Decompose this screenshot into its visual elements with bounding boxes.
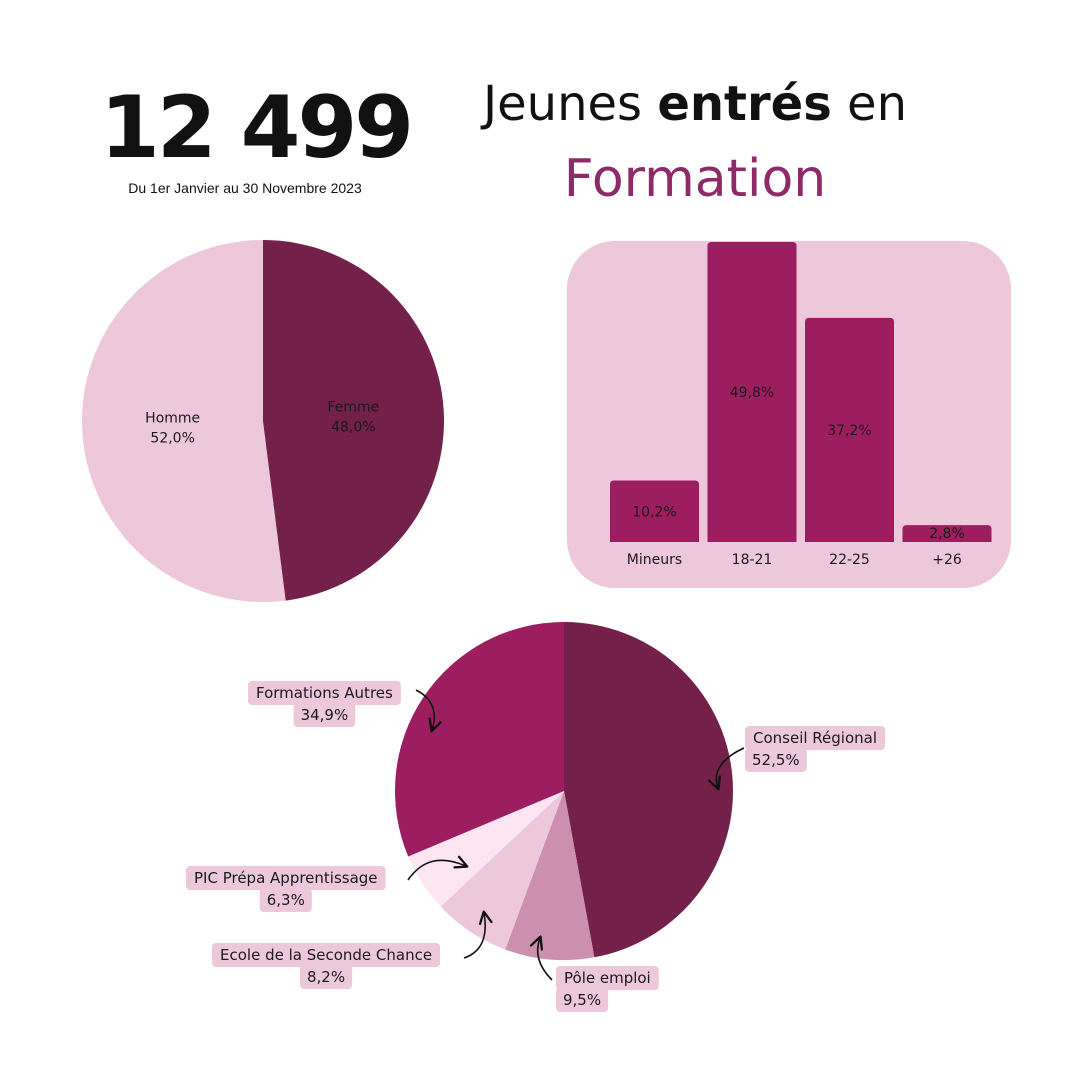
age-value-26: 2,8% — [929, 526, 965, 542]
age-category-22-25: 22-25 — [829, 552, 870, 568]
headline-post: en — [831, 76, 907, 132]
funding-tag-value-bg-formations-autres — [293, 703, 356, 727]
gender-label-homme: Homme — [145, 411, 200, 427]
age-category-mineurs: Mineurs — [627, 552, 682, 568]
funding-label-conseil-regional: Conseil Régional — [753, 729, 877, 747]
funding-tag-value-bg-pic-prepa-apprentissage — [259, 888, 312, 912]
funding-arrow-pole-emploi — [529, 935, 553, 981]
funding-tag-formations-autres — [248, 681, 401, 705]
headline-pre: Jeunes — [482, 76, 658, 132]
gender-value-femme: 48,0% — [331, 419, 375, 435]
funding-slice-conseil-regional — [564, 622, 734, 958]
gender-label-femme: Femme — [327, 399, 379, 415]
funding-tag-pole-emploi — [556, 966, 659, 990]
funding-slice-pole-emploi — [505, 791, 595, 960]
funding-label-pole-emploi: Pôle emploi — [564, 969, 651, 987]
funding-label-ecole-de-la-seconde-chance: Ecole de la Seconde Chance — [220, 946, 432, 964]
age-bar-26 — [902, 525, 992, 542]
funding-label-formations-autres: Formations Autres — [256, 684, 393, 702]
age-bar-22-25 — [805, 317, 894, 542]
funding-tag-pic-prepa-apprentissage — [186, 866, 386, 890]
gender-value-homme: 52,0% — [150, 431, 194, 447]
gender-slice-femme — [263, 240, 445, 601]
age-value-18-21: 49,8% — [730, 385, 774, 401]
age-category-18-21: 18-21 — [732, 552, 773, 568]
funding-arrow-ecole-de-la-seconde-chance — [463, 910, 493, 959]
headline-strong: entrés — [657, 76, 832, 132]
funding-tag-value-bg-ecole-de-la-seconde-chance — [299, 965, 353, 989]
funding-arrow-pic-prepa-apprentissage — [407, 855, 469, 881]
funding-value-conseil-regional: 52,5% — [752, 751, 800, 769]
funding-tag-conseil-regional — [745, 726, 886, 750]
headline: Jeunes entrés en — [440, 72, 950, 136]
funding-value-pic-prepa-apprentissage: 6,3% — [267, 891, 305, 909]
funding-slice-formations-autres — [395, 622, 564, 857]
funding-slice-ecole-de-la-seconde-chance — [440, 791, 564, 950]
headline-highlight: Formation — [563, 149, 827, 209]
funding-tag-ecole-de-la-seconde-chance — [212, 943, 441, 967]
age-category-26: +26 — [932, 552, 962, 568]
age-value-mineurs: 10,2% — [632, 504, 676, 520]
funding-value-formations-autres: 34,9% — [301, 706, 349, 724]
funding-value-ecole-de-la-seconde-chance: 8,2% — [307, 968, 345, 986]
period-caption: Du 1er Janvier au 30 Novembre 2023 — [128, 180, 362, 196]
funding-value-pole-emploi: 9,5% — [563, 991, 601, 1009]
funding-slice-pic-prepa-apprentissage — [408, 791, 564, 907]
total-count: 12 499 — [100, 78, 414, 178]
funding-arrow-conseil-regional — [707, 747, 745, 791]
age-bar-mineurs — [610, 480, 699, 542]
funding-tag-value-bg-pole-emploi — [556, 988, 609, 1012]
age-value-22-25: 37,2% — [827, 423, 871, 439]
funding-label-pic-prepa-apprentissage: PIC Prépa Apprentissage — [194, 869, 378, 887]
age-bar-18-21 — [707, 242, 797, 542]
gender-slice-homme — [82, 240, 286, 602]
funding-tag-value-bg-conseil-regional — [745, 748, 807, 772]
funding-arrow-formations-autres — [415, 689, 442, 733]
